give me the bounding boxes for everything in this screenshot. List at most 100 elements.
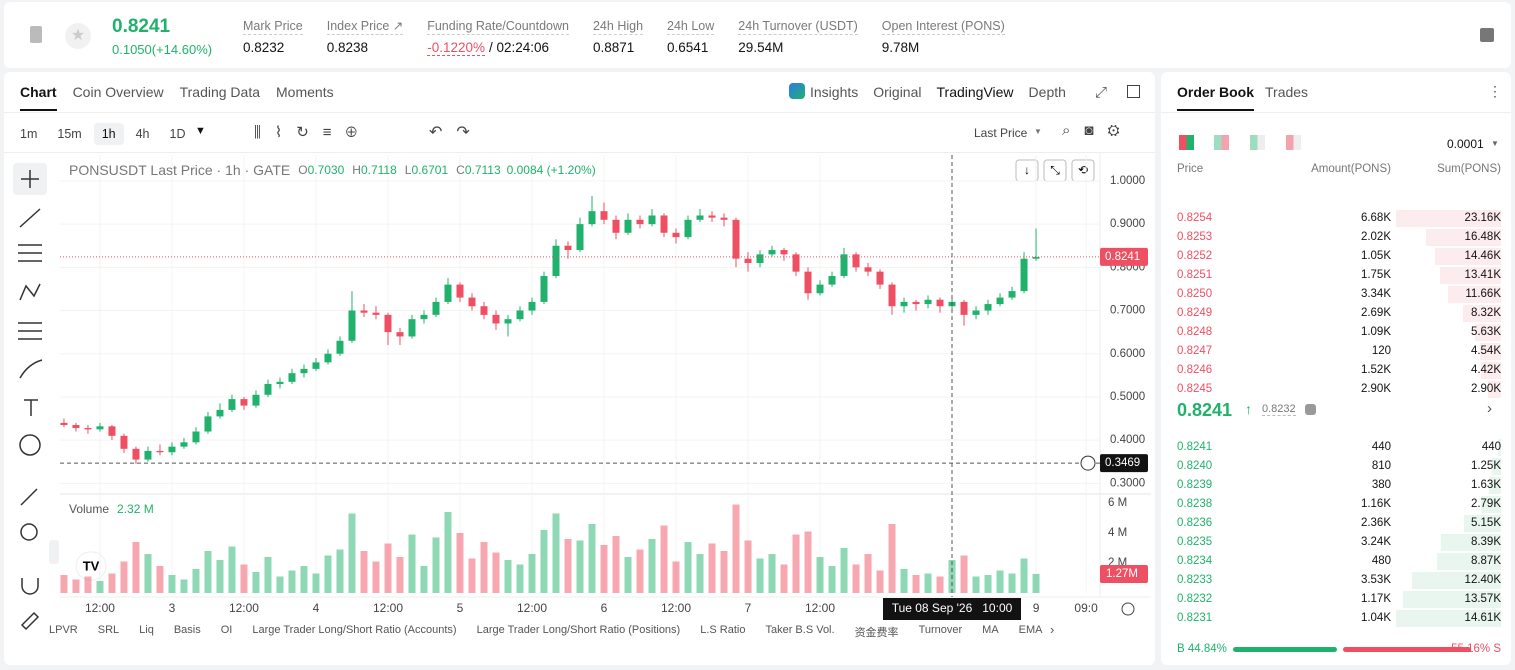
stats: Mark Price 0.8232 Index Price 0.8238 Funding… <box>243 18 1005 56</box>
header: ★ 0.8241 0.1050(+14.60%) Mark Price 0.823… <box>4 2 1511 68</box>
tab[interactable]: Original <box>873 84 922 100</box>
dropdown[interactable]: ▼ <box>195 125 206 137</box>
order-sum: 11.66K <box>1465 288 1501 300</box>
indicator[interactable]: OI <box>220 624 233 636</box>
interval[interactable]: 1m <box>20 127 38 141</box>
menu[interactable]: ⋮ <box>1488 83 1502 99</box>
column-header: Price <box>1177 163 1204 175</box>
depth-bar <box>1480 362 1501 379</box>
view-icon[interactable] <box>1250 135 1265 150</box>
stat: 24h High 0.8871 <box>592 18 644 55</box>
depth-bar <box>1487 381 1501 398</box>
indicator[interactable]: EMA <box>1018 624 1043 636</box>
tab[interactable]: Chart <box>20 84 57 111</box>
tool-icons[interactable]: ⌕◙⚙ <box>1062 122 1134 139</box>
tab[interactable]: TradingView <box>936 84 1014 100</box>
interval[interactable]: 15m <box>57 127 82 141</box>
undo-redo[interactable]: ↶↷ <box>429 124 484 141</box>
stat-value: 9.78M <box>882 40 1005 55</box>
order-price: 0.8252 <box>1177 250 1213 262</box>
order-amount: 810 <box>1371 460 1391 472</box>
order-sum: 13.57K <box>1464 593 1501 605</box>
depth-bar <box>1396 210 1501 227</box>
indicator[interactable]: Turnover <box>918 624 963 636</box>
indicator[interactable]: Large Trader Long/Short Ratio (Accounts) <box>252 624 457 636</box>
order-price: 0.8235 <box>1177 536 1213 548</box>
order-sum: 16.48K <box>1464 231 1501 243</box>
order-sum: 440 <box>1481 441 1501 453</box>
indicator[interactable]: Liq <box>139 624 154 636</box>
interval[interactable]: 1h <box>93 123 124 145</box>
tab[interactable]: Depth <box>1028 84 1066 100</box>
icon[interactable] <box>1480 28 1494 42</box>
indicator[interactable]: SRL <box>97 624 120 636</box>
depth-bar <box>1440 534 1501 551</box>
depth-bar <box>1489 477 1501 494</box>
indicator[interactable]: MA <box>982 624 999 636</box>
view-icon[interactable] <box>1179 135 1194 150</box>
tab[interactable]: Insights <box>810 84 859 100</box>
order-sum: 14.61K <box>1464 612 1501 624</box>
stat-label: 24h Low <box>667 19 715 35</box>
tab[interactable]: Coin Overview <box>72 84 164 100</box>
depth-bar <box>1437 553 1501 570</box>
order-row: 0.8239 380 1.63K <box>1161 476 1511 495</box>
stat-label: Funding Rate/Countdown <box>427 19 569 35</box>
tab[interactable]: Trades <box>1265 84 1309 100</box>
buy-bar <box>1233 647 1337 652</box>
order-row: 0.8246 1.52K 4.42K <box>1161 361 1511 380</box>
tabs: Insights Original TradingView Depth <box>810 84 1066 100</box>
order-row: 0.8234 480 8.87K <box>1161 552 1511 571</box>
indicator[interactable]: Basis <box>173 624 201 636</box>
more-arrow[interactable]: › <box>1050 622 1055 637</box>
order-row: 0.8235 3.24K 8.39K <box>1161 533 1511 552</box>
window-icon[interactable] <box>1127 85 1140 98</box>
chart-panel: Chart Coin Overview Trading Data Moments In… <box>4 72 1155 665</box>
order-amount: 2.69K <box>1360 307 1391 319</box>
order-sum: 14.46K <box>1464 250 1501 262</box>
tab[interactable]: Order Book <box>1177 84 1255 111</box>
order-amount: 1.75K <box>1360 269 1391 281</box>
expand-icon[interactable]: ⤢ <box>1095 84 1108 101</box>
interval[interactable]: 1D <box>169 127 186 141</box>
order-row: 0.8249 2.69K 8.32K <box>1161 304 1511 323</box>
order-amount: 1.16K <box>1360 498 1391 510</box>
favorite-star[interactable]: ★ <box>65 23 91 49</box>
indicator[interactable]: L.S Ratio <box>700 624 746 636</box>
view-icon[interactable] <box>1214 135 1229 150</box>
stat-label: 24h High <box>592 19 644 35</box>
order-price: 0.8250 <box>1177 288 1213 300</box>
order-sum: 8.39K <box>1470 536 1501 548</box>
indicator[interactable]: Large Trader Long/Short Ratio (Positions… <box>476 624 681 636</box>
order-sum: 2.79K <box>1470 498 1501 510</box>
order-price: 0.8232 <box>1177 593 1213 605</box>
stat-value: 0.8232 <box>243 40 303 55</box>
buy-percent: 44.84% <box>1187 643 1227 655</box>
indicator[interactable]: LPVR <box>49 624 78 636</box>
precision[interactable]: 0.0001 <box>1447 137 1484 151</box>
interval[interactable]: 4h <box>135 127 150 141</box>
stat-value: 29.54M <box>738 40 857 55</box>
tool-icons[interactable]: ⫼⌇↻≡⊕ <box>254 124 372 141</box>
order-price: 0.8246 <box>1177 364 1213 376</box>
depth-bar <box>1403 591 1501 608</box>
order-sum: 8.87K <box>1470 555 1501 567</box>
tab[interactable]: Moments <box>276 84 334 100</box>
stat-value: 0.6541 <box>667 40 714 55</box>
order-row: 0.8250 3.34K 11.66K <box>1161 285 1511 304</box>
order-price: 0.8240 <box>1177 460 1213 472</box>
column-header: Amount(PONS) <box>1311 163 1391 175</box>
indicator[interactable]: Taker B.S Vol. <box>765 624 835 636</box>
stat-value-text: 0.6541 <box>667 40 709 55</box>
chevron[interactable]: › <box>1487 400 1492 417</box>
dropdown[interactable]: ▼ <box>1034 127 1042 136</box>
indicator[interactable]: 资金费率 <box>854 627 899 639</box>
view-icon[interactable] <box>1286 135 1301 150</box>
order-price: 0.8238 <box>1177 498 1213 510</box>
depth-bar <box>1440 267 1501 284</box>
depth-bar <box>1396 610 1501 627</box>
dropdown[interactable]: ▼ <box>1491 139 1499 148</box>
tab[interactable]: Trading Data <box>179 84 261 100</box>
price-type[interactable]: Last Price <box>974 126 1028 140</box>
